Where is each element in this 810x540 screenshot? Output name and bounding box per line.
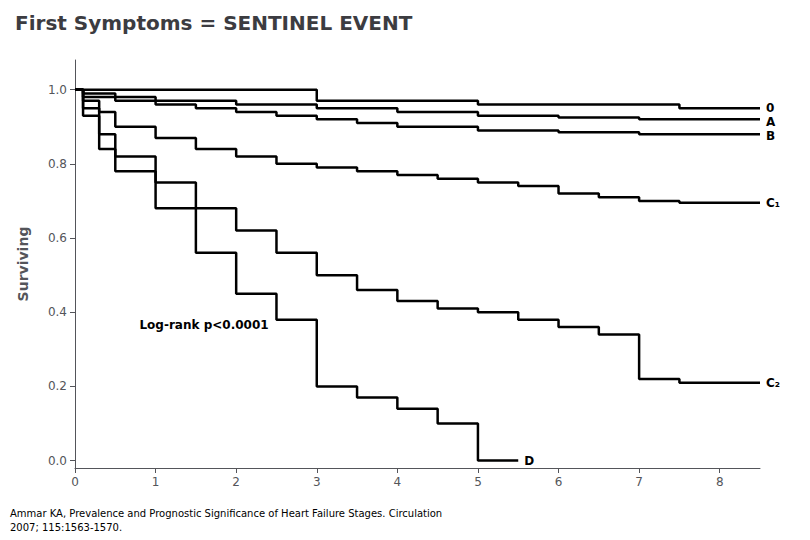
- svg-text:First Symptoms = SENTINEL EVEN: First Symptoms = SENTINEL EVENT: [15, 11, 413, 35]
- svg-text:D: D: [524, 454, 534, 468]
- svg-text:1.0: 1.0: [48, 83, 67, 97]
- svg-text:1: 1: [152, 475, 160, 489]
- svg-text:Ammar KA, Prevalence and Progn: Ammar KA, Prevalence and Prognostic Sign…: [10, 508, 442, 519]
- svg-text:6: 6: [555, 475, 563, 489]
- svg-text:2: 2: [232, 475, 240, 489]
- svg-text:5: 5: [474, 475, 482, 489]
- svg-text:Log-rank p<0.0001: Log-rank p<0.0001: [139, 318, 268, 332]
- svg-text:0.6: 0.6: [48, 231, 67, 245]
- svg-text:A: A: [766, 115, 776, 129]
- svg-text:B: B: [766, 129, 775, 143]
- svg-text:0.4: 0.4: [48, 305, 67, 319]
- svg-text:0: 0: [766, 101, 774, 115]
- svg-text:Surviving: Surviving: [15, 227, 31, 302]
- svg-text:C₂: C₂: [766, 376, 780, 390]
- svg-text:7: 7: [635, 475, 643, 489]
- svg-text:0.8: 0.8: [48, 157, 67, 171]
- svg-text:3: 3: [313, 475, 321, 489]
- svg-text:2007; 115:1563-1570.: 2007; 115:1563-1570.: [10, 522, 122, 533]
- svg-text:0.0: 0.0: [48, 454, 67, 468]
- svg-text:0: 0: [71, 475, 79, 489]
- svg-text:C₁: C₁: [766, 196, 780, 210]
- svg-text:0.2: 0.2: [48, 379, 67, 393]
- svg-text:8: 8: [716, 475, 724, 489]
- svg-text:4: 4: [394, 475, 402, 489]
